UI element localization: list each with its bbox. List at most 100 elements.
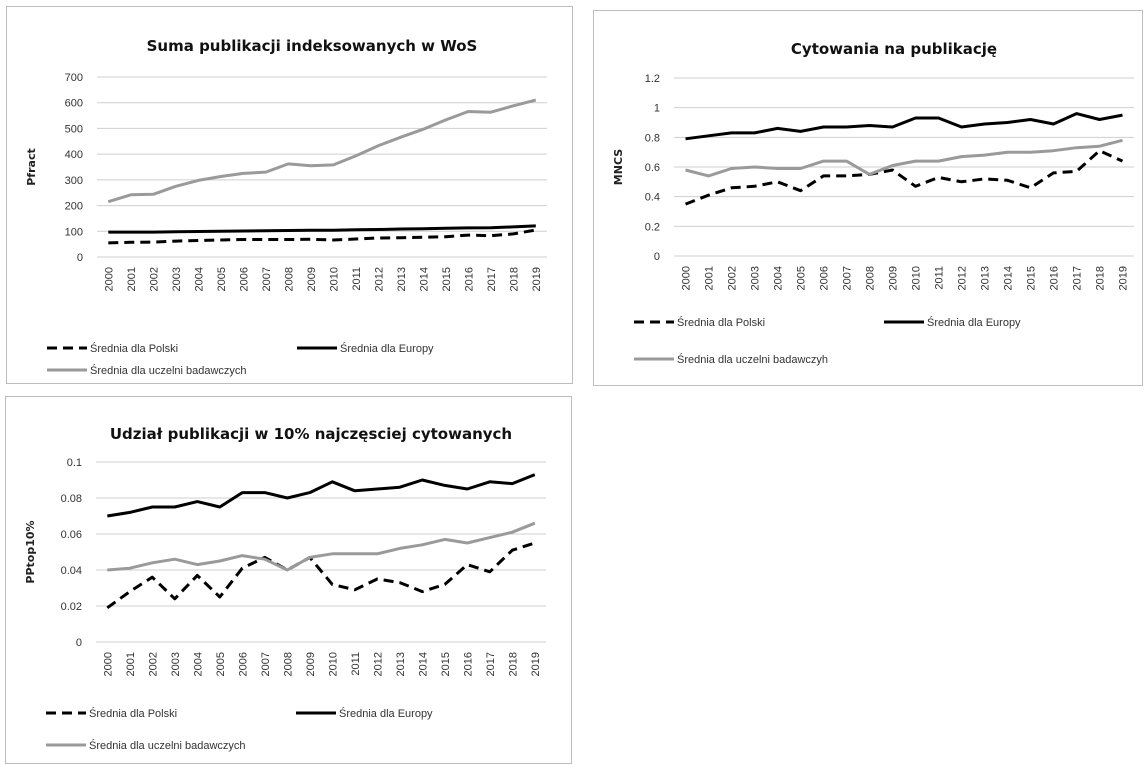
series-line-3 — [685, 138, 1123, 178]
y-tick-label: 0.6 — [645, 162, 660, 174]
x-tick-label: 2014 — [1003, 266, 1015, 290]
x-tick-label: 2002 — [147, 652, 159, 676]
legend-label-1: Średnia dla Polski — [89, 707, 177, 720]
y-tick-label: 0.04 — [61, 565, 82, 577]
legend-label-2: Średnia dla Europy — [340, 342, 434, 355]
x-tick-label: 2004 — [773, 266, 785, 290]
y-axis-label: MNCS — [612, 149, 625, 185]
legend-label-3: Średnia dla uczelni badawczyh — [677, 353, 828, 366]
y-tick-label: 0.08 — [61, 493, 82, 505]
chart-title: Suma publikacji indeksowanych w WoS — [147, 37, 478, 55]
x-tick-label: 2006 — [819, 266, 831, 290]
y-tick-label: 0.02 — [61, 601, 82, 613]
y-tick-label: 1.2 — [645, 73, 660, 85]
legend-label-1: Średnia dla Polski — [677, 316, 765, 329]
y-tick-label: 200 — [65, 201, 83, 213]
x-tick-label: 2009 — [306, 267, 318, 291]
legend-label-3: Średnia dla uczelni badawczych — [90, 364, 247, 377]
y-tick-label: 0 — [76, 637, 82, 649]
x-tick-label: 2010 — [911, 266, 923, 290]
chart-panel-publications: Suma publikacji indeksowanych w WoS Pfrac… — [6, 6, 573, 384]
x-tick-label: 2002 — [727, 266, 739, 290]
x-tick-label: 2019 — [530, 652, 542, 676]
chart-title: Udział publikacji w 10% najczęsciej cyto… — [110, 425, 512, 443]
y-tick-label: 0 — [77, 252, 83, 264]
x-tick-label: 2012 — [373, 267, 385, 291]
x-tick-label: 2001 — [704, 266, 716, 290]
x-tick-label: 2017 — [485, 652, 497, 676]
chart-svg-publications: Suma publikacji indeksowanych w WoS Pfrac… — [25, 37, 547, 377]
x-tick-label: 2014 — [417, 652, 429, 676]
legend-label-2: Średnia dla Europy — [927, 316, 1021, 329]
x-tick-label: 2019 — [1118, 266, 1130, 290]
x-tick-label: 2005 — [215, 652, 227, 676]
x-tick-label: 2014 — [418, 267, 430, 291]
legend-label-1: Średnia dla Polski — [90, 342, 178, 355]
x-tick-label: 2010 — [327, 652, 339, 676]
x-tick-label: 2015 — [441, 267, 453, 291]
x-tick-label: 2016 — [1049, 266, 1061, 290]
y-tick-label: 600 — [65, 98, 83, 110]
x-tick-label: 2000 — [102, 652, 114, 676]
x-tick-label: 2006 — [237, 652, 249, 676]
x-tick-label: 2018 — [1095, 266, 1107, 290]
chart-svg-top10: Udział publikacji w 10% najczęsciej cyto… — [24, 425, 546, 752]
chart-panel-citations: Cytowania na publikację MNCS 0 0.2 0.4 0.6 0.8… — [593, 10, 1143, 386]
x-tick-label: 2000 — [103, 267, 115, 291]
x-tick-label: 2008 — [865, 266, 877, 290]
x-tick-label: 2017 — [486, 267, 498, 291]
series-line-3 — [107, 98, 537, 204]
y-tick-label: 0 — [654, 251, 660, 263]
series-line-2 — [107, 473, 536, 518]
x-tick-label: 2015 — [1026, 266, 1038, 290]
legend-label-3: Średnia dla uczelni badawczych — [89, 739, 246, 752]
x-tick-label: 2012 — [372, 652, 384, 676]
x-tick-label: 2019 — [531, 267, 543, 291]
series-line-3 — [107, 521, 536, 572]
x-tick-label: 2004 — [192, 652, 204, 676]
x-tick-label: 2004 — [193, 267, 205, 291]
series-line-1 — [108, 228, 537, 245]
y-tick-label: 0.4 — [645, 192, 660, 204]
y-tick-label: 0.2 — [645, 221, 660, 233]
x-tick-label: 2007 — [260, 652, 272, 676]
x-tick-label: 2008 — [282, 652, 294, 676]
series-line-2 — [685, 112, 1123, 141]
x-tick-label: 2005 — [796, 266, 808, 290]
x-tick-label: 2000 — [681, 266, 693, 290]
x-tick-label: 2015 — [440, 652, 452, 676]
y-tick-label: 500 — [65, 123, 83, 135]
x-tick-label: 2011 — [351, 267, 363, 291]
y-tick-label: 300 — [65, 175, 83, 187]
x-tick-label: 2013 — [396, 267, 408, 291]
chart-svg-citations: Cytowania na publikację MNCS 0 0.2 0.4 0.6 0.8… — [612, 40, 1134, 366]
x-tick-label: 2009 — [305, 652, 317, 676]
x-tick-label: 2018 — [508, 267, 520, 291]
x-tick-label: 2016 — [463, 267, 475, 291]
x-tick-label: 2010 — [328, 267, 340, 291]
y-tick-label: 1 — [654, 103, 660, 115]
x-tick-label: 2009 — [888, 266, 900, 290]
y-tick-label: 700 — [65, 72, 83, 84]
x-tick-label: 2003 — [171, 267, 183, 291]
legend-label-2: Średnia dla Europy — [339, 707, 433, 720]
y-tick-label: 0.8 — [645, 132, 660, 144]
x-tick-label: 2011 — [934, 266, 946, 290]
x-tick-label: 2007 — [261, 267, 273, 291]
x-tick-label: 2001 — [125, 652, 137, 676]
y-axis-label: PPtop10% — [24, 520, 37, 583]
x-tick-label: 2003 — [170, 652, 182, 676]
x-tick-label: 2001 — [126, 267, 138, 291]
y-tick-label: 0.1 — [67, 457, 82, 469]
y-tick-label: 0.06 — [61, 529, 82, 541]
x-tick-label: 2018 — [507, 652, 519, 676]
y-axis-label: Pfract — [25, 148, 38, 185]
x-tick-label: 2008 — [283, 267, 295, 291]
x-tick-label: 2012 — [957, 266, 969, 290]
y-tick-label: 100 — [65, 226, 83, 238]
chart-title: Cytowania na publikację — [791, 40, 997, 58]
x-tick-label: 2007 — [842, 266, 854, 290]
series-line-1 — [106, 541, 536, 610]
x-tick-label: 2003 — [750, 266, 762, 290]
x-tick-label: 2016 — [462, 652, 474, 676]
